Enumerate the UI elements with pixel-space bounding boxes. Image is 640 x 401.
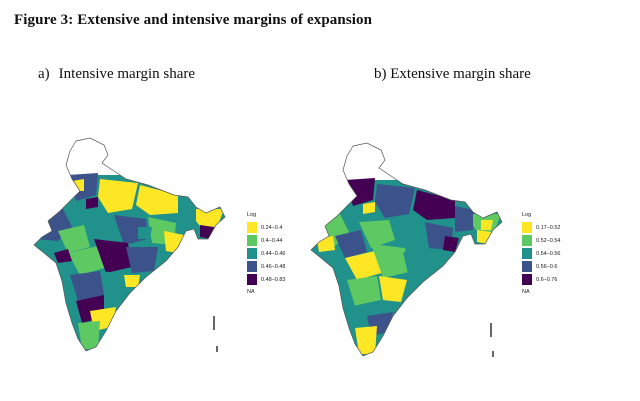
map-a-districts (34, 138, 225, 351)
panel-a-title: a) Intensive margin share (38, 66, 195, 83)
legend-label: 0.48–0.83 (261, 276, 286, 283)
legend-label: 0.52–0.54 (536, 237, 561, 244)
legend-label: 0.6–0.76 (536, 276, 558, 283)
legend-label: 0.54–0.56 (536, 250, 561, 257)
india-district-map-extensive (310, 142, 503, 357)
legend-item: 0.54–0.56 (522, 247, 560, 260)
legend-label: 0.4–0.44 (261, 237, 283, 244)
panel-b-heading: Extensive margin share (390, 66, 531, 82)
legend-swatch (522, 235, 532, 246)
legend-intensive: Log 0.24–0.4 0.4–0.44 0.44–0.46 0.46–0.4… (247, 212, 285, 295)
legend-swatch (522, 261, 532, 272)
legend-swatch (247, 222, 257, 233)
legend-title: Log (247, 212, 257, 218)
legend-label: 0.17–0.52 (536, 224, 561, 231)
legend-item: 0.24–0.4 (247, 221, 285, 234)
legend-swatch (247, 261, 257, 272)
legend-item: 0.52–0.54 (522, 234, 560, 247)
legend-label: 0.56–0.6 (536, 263, 558, 270)
legend-label: 0.24–0.4 (261, 224, 283, 231)
india-district-map-intensive (33, 137, 226, 352)
legend-item: 0.46–0.48 (247, 260, 285, 273)
legend-swatch (522, 222, 532, 233)
legend-item: 0.17–0.52 (522, 221, 560, 234)
legend-item: 0.48–0.83 (247, 273, 285, 286)
legend-swatch (522, 248, 532, 259)
map-b-districts (311, 143, 502, 356)
legend-item: 0.4–0.44 (247, 234, 285, 247)
legend-label: 0.44–0.46 (261, 250, 286, 257)
panel-b-label: b) (374, 66, 387, 82)
panel-a-heading: Intensive margin share (58, 66, 196, 82)
legend-item: 0.44–0.46 (247, 247, 285, 260)
legend-item: 0.6–0.76 (522, 273, 560, 286)
legend-swatch (247, 248, 257, 259)
legend-item: 0.56–0.6 (522, 260, 560, 273)
legend-title: Log (522, 212, 532, 218)
island-mark (490, 323, 492, 337)
legend-label: 0.46–0.48 (261, 263, 286, 270)
panel-a-label: a) (38, 66, 50, 82)
figure-title: Figure 3: Extensive and intensive margin… (14, 12, 373, 28)
island-mark (216, 346, 218, 352)
legend-na-label: NA (522, 289, 530, 295)
legend-swatch (247, 274, 257, 285)
legend-na-label: NA (247, 289, 255, 295)
panel-b-title: b) Extensive margin share (374, 66, 531, 83)
island-mark (213, 316, 215, 330)
legend-extensive: Log 0.17–0.52 0.52–0.54 0.54–0.56 0.56–0… (522, 212, 560, 295)
island-mark (492, 351, 494, 357)
legend-swatch (522, 274, 532, 285)
legend-swatch (247, 235, 257, 246)
